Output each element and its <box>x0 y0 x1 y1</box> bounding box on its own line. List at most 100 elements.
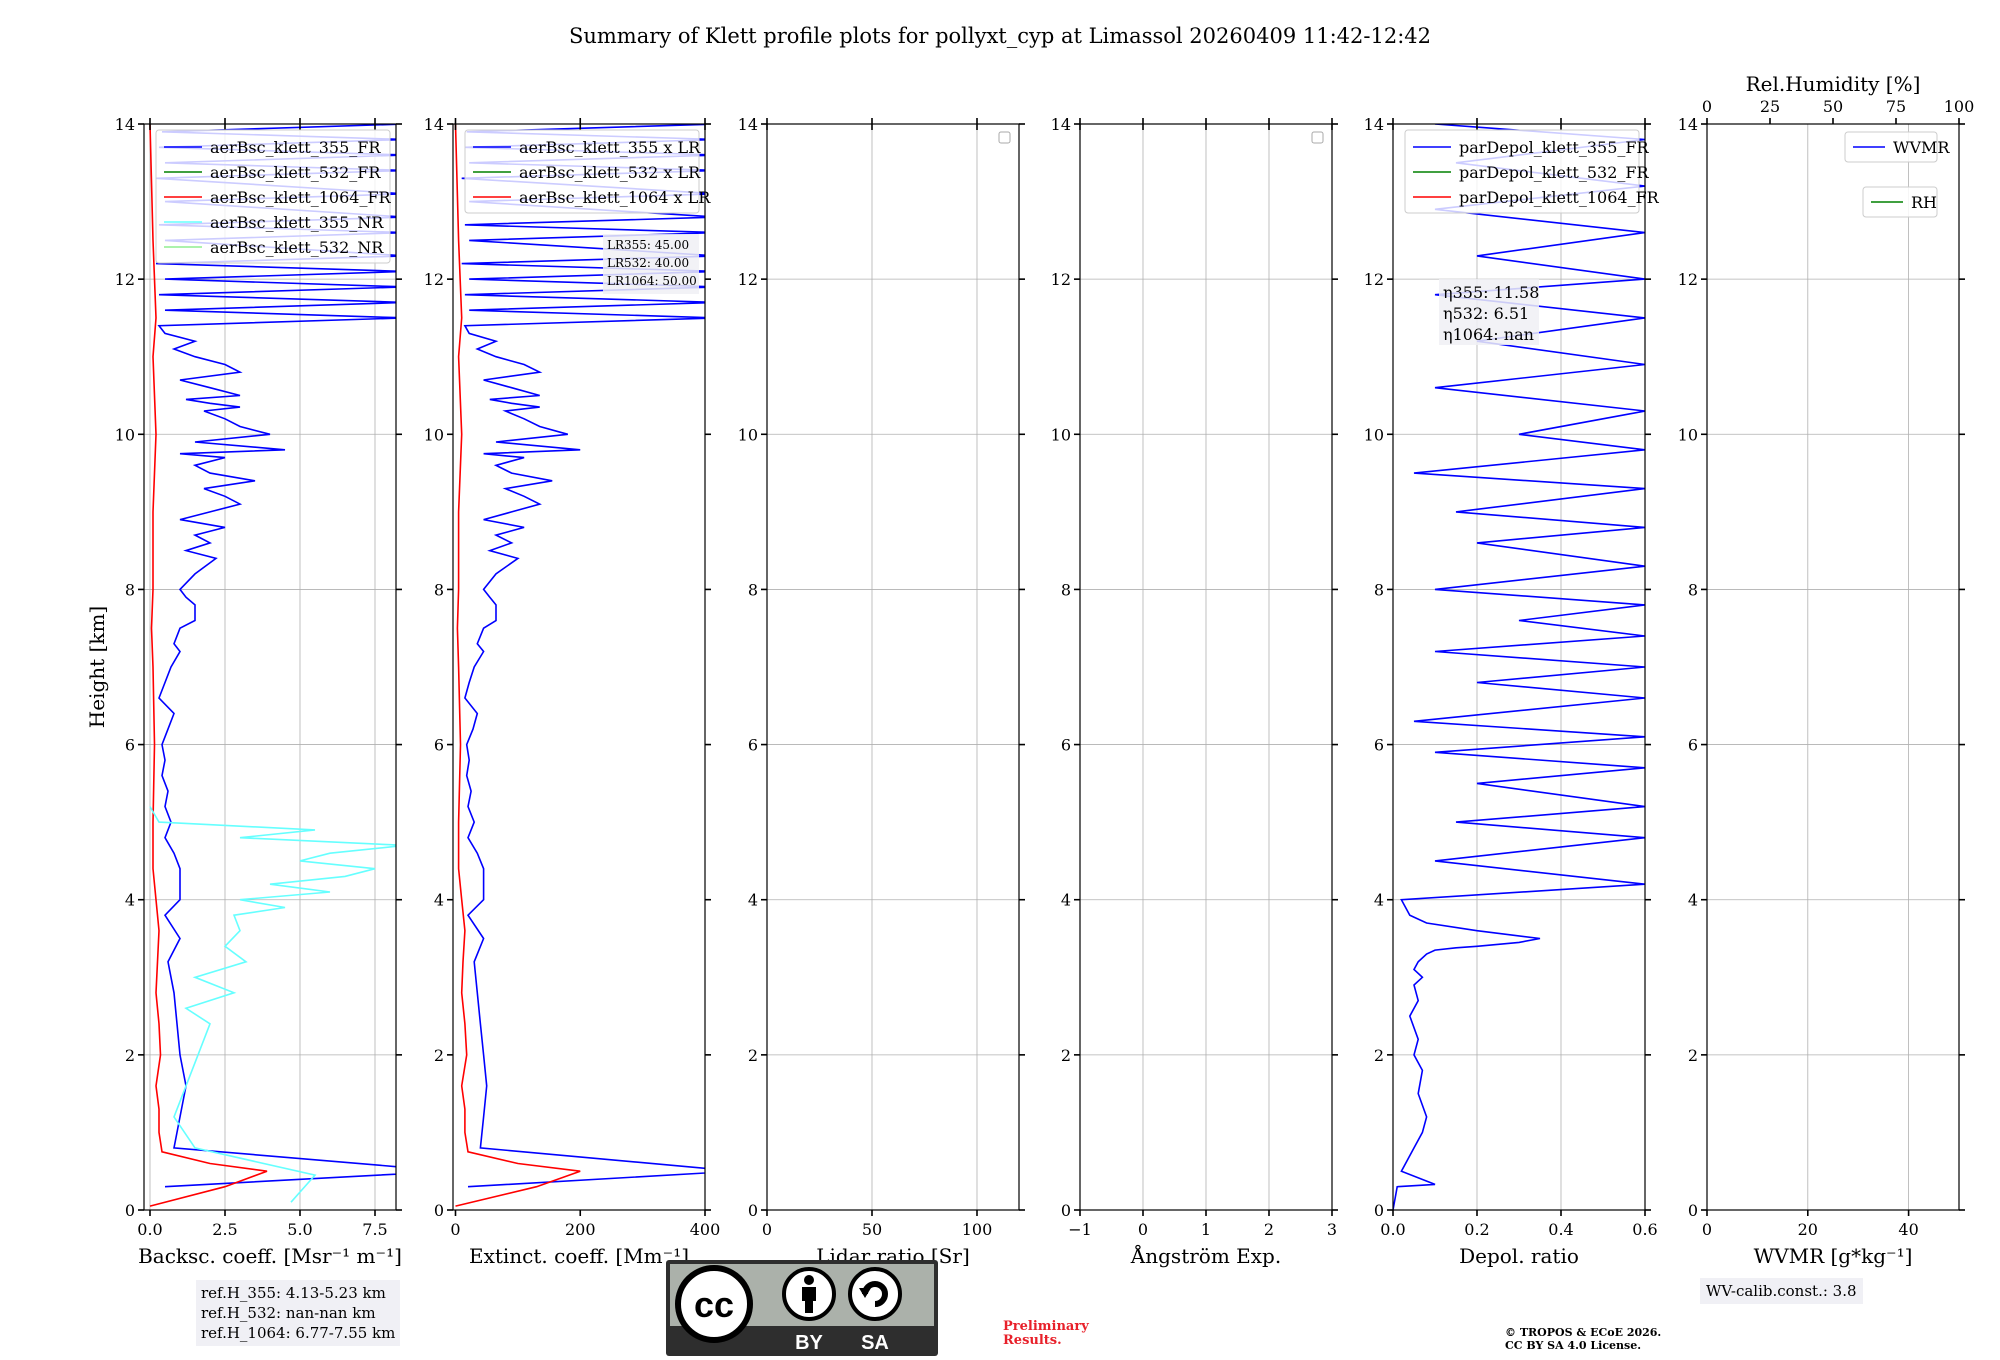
y-tick-label: 0 <box>1061 1201 1071 1220</box>
y-tick-label: 10 <box>1364 425 1384 444</box>
legend-box <box>1404 129 1640 214</box>
x-axis-label: Extinct. coeff. [Mm⁻¹] <box>469 1244 689 1268</box>
y-tick-label: 12 <box>738 270 758 289</box>
legend-box <box>1844 131 1938 163</box>
legend: aerBsc_klett_355 x LR aerBsc_klett_532 x … <box>464 129 711 214</box>
x-tick-label: 0.0 <box>137 1220 162 1239</box>
y-tick-label: 8 <box>434 580 444 599</box>
x-tick-label: −1 <box>1068 1220 1092 1239</box>
legend-label: parDepol_klett_1064_FR <box>1459 188 1660 207</box>
annotation-background <box>1439 279 1539 345</box>
y-tick-label: 0 <box>125 1201 135 1220</box>
x-axis-label: Ångström Exp. <box>1130 1243 1281 1268</box>
y-tick-label: 2 <box>748 1046 758 1065</box>
y-tick-label: 6 <box>1374 736 1384 755</box>
legend: WVMR RH <box>1844 131 1950 218</box>
y-tick-label: 4 <box>1688 891 1698 910</box>
sa-label: SA <box>861 1332 889 1354</box>
y-tick-label: 6 <box>1061 736 1071 755</box>
x-tick-label: 0.0 <box>1380 1220 1405 1239</box>
series-parDepol_klett_355_FR <box>1393 124 1645 1210</box>
x-tick-label: 0.2 <box>1464 1220 1489 1239</box>
series-aerBsc_klett_355_FR <box>155 124 396 1188</box>
y-tick-label: 0 <box>434 1201 444 1220</box>
wv-calibration-box: WV-calib.const.: 3.8 <box>1700 1278 1863 1304</box>
annotation-background <box>603 234 699 294</box>
panel-bsc: 0 2 4 6 8 10 12 14 0.0 2.5 5.0 7.5 Backsc. coeff. [M… <box>85 115 402 1268</box>
series-aerBsc_klett_1064_FR <box>149 124 268 1207</box>
copyright-note: © TROPOS & ECoE 2026. CC BY SA 4.0 Licen… <box>1505 1326 1661 1352</box>
top-axis-label: Rel.Humidity [%] <box>1746 72 1921 96</box>
top-x-tick-label: 0 <box>1702 97 1712 116</box>
legend-label: aerBsc_klett_1064 x LR <box>519 188 711 207</box>
y-tick-label: 12 <box>115 270 135 289</box>
legend-label: RH <box>1911 193 1937 212</box>
x-tick-label: 5.0 <box>287 1220 312 1239</box>
x-tick-label: 2 <box>1264 1220 1274 1239</box>
y-tick-label: 2 <box>1688 1046 1698 1065</box>
y-tick-label: 8 <box>1374 580 1384 599</box>
axes-frame <box>452 123 706 1211</box>
y-tick-label: 12 <box>1678 270 1698 289</box>
share-alike-icon <box>848 1267 902 1321</box>
x-tick-label: 0.6 <box>1632 1220 1657 1239</box>
y-tick-label: 6 <box>1688 736 1698 755</box>
x-tick-label: 100 <box>962 1220 993 1239</box>
x-axis-label: WVMR [g*kg⁻¹] <box>1754 1244 1913 1268</box>
y-tick-label: 10 <box>1051 425 1071 444</box>
y-tick-label: 4 <box>125 891 135 910</box>
y-tick-label: 4 <box>434 891 444 910</box>
y-tick-label: 4 <box>1061 891 1071 910</box>
y-tick-label: 8 <box>1061 580 1071 599</box>
x-tick-label: 40 <box>1898 1220 1918 1239</box>
legend-box <box>155 129 391 264</box>
empty-legend-box <box>998 131 1011 144</box>
annotation-line: LR1064: 50.00 <box>607 274 697 288</box>
legend-label: aerBsc_klett_355_NR <box>210 213 384 232</box>
preliminary-line-1: Preliminary <box>1003 1319 1089 1334</box>
legend-label: aerBsc_klett_355_FR <box>210 138 381 157</box>
legend-box <box>464 129 700 214</box>
y-tick-label: 14 <box>115 115 135 134</box>
x-tick-label: 0 <box>1702 1220 1712 1239</box>
annotation-line: η1064: nan <box>1443 325 1534 344</box>
copyright-line-2: CC BY SA 4.0 License. <box>1505 1339 1642 1352</box>
figure-title: Summary of Klett profile plots for polly… <box>569 24 1431 48</box>
ref-height-1064: ref.H_1064: 6.77-7.55 km <box>201 1324 396 1342</box>
y-tick-label: 10 <box>1678 425 1698 444</box>
top-x-tick-label: 25 <box>1760 97 1780 116</box>
x-tick-label: 50 <box>862 1220 882 1239</box>
preliminary-line-2: Results. <box>1003 1333 1062 1348</box>
y-tick-label: 0 <box>748 1201 758 1220</box>
y-tick-label: 4 <box>748 891 758 910</box>
legend-label: aerBsc_klett_1064_FR <box>210 188 392 207</box>
axes-frame <box>1392 123 1646 1211</box>
y-tick-label: 10 <box>424 425 444 444</box>
series-aerBsc_klett_1064 x LR <box>454 124 581 1207</box>
ref-height-532: ref.H_532: nan-nan km <box>201 1304 376 1322</box>
legend-label: aerBsc_klett_355 x LR <box>519 138 701 157</box>
y-tick-label: 12 <box>424 270 444 289</box>
top-x-tick-label: 75 <box>1886 97 1906 116</box>
y-tick-label: 8 <box>1688 580 1698 599</box>
legend-label: aerBsc_klett_532_FR <box>210 163 381 182</box>
x-tick-label: 1 <box>1201 1220 1211 1239</box>
x-tick-label: 0 <box>1138 1220 1148 1239</box>
y-tick-label: 14 <box>1051 115 1071 134</box>
legend-label: aerBsc_klett_532 x LR <box>519 163 701 182</box>
y-tick-label: 2 <box>1061 1046 1071 1065</box>
y-tick-label: 0 <box>1374 1201 1384 1220</box>
y-tick-label: 10 <box>738 425 758 444</box>
legend: aerBsc_klett_355_FR aerBsc_klett_532_FRae… <box>155 129 392 264</box>
series-aerBsc_klett_355 x LR <box>461 124 705 1188</box>
y-tick-label: 12 <box>1051 270 1071 289</box>
legend-label: aerBsc_klett_532_NR <box>210 238 384 257</box>
y-tick-label: 2 <box>434 1046 444 1065</box>
x-tick-label: 0.4 <box>1548 1220 1573 1239</box>
empty-legend-box <box>1311 131 1324 144</box>
y-tick-label: 8 <box>125 580 135 599</box>
y-tick-label: 6 <box>434 736 444 755</box>
